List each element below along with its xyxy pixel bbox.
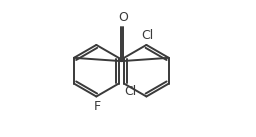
Text: O: O [118,11,128,24]
Text: F: F [93,100,101,113]
Text: Cl: Cl [141,29,153,42]
Text: Cl: Cl [125,85,137,98]
